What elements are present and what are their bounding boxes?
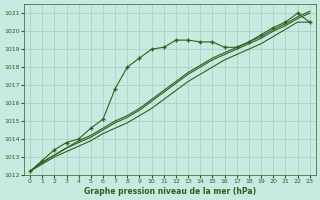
X-axis label: Graphe pression niveau de la mer (hPa): Graphe pression niveau de la mer (hPa) [84,187,256,196]
